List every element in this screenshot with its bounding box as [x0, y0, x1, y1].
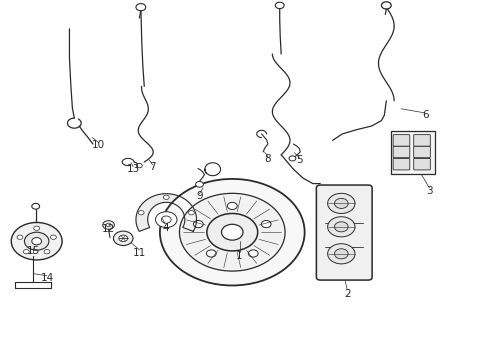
Circle shape [193, 220, 203, 228]
Circle shape [11, 222, 62, 260]
Circle shape [396, 149, 405, 155]
Circle shape [334, 222, 347, 232]
Circle shape [113, 231, 133, 246]
FancyBboxPatch shape [392, 135, 409, 146]
Text: 6: 6 [421, 110, 428, 120]
Circle shape [163, 195, 169, 199]
Circle shape [206, 250, 216, 257]
Circle shape [288, 156, 295, 161]
Circle shape [327, 217, 354, 237]
Circle shape [161, 216, 171, 223]
Circle shape [396, 137, 405, 144]
Text: 2: 2 [343, 289, 350, 300]
Circle shape [34, 226, 40, 230]
Circle shape [106, 223, 111, 227]
Text: 13: 13 [126, 164, 140, 174]
Text: 9: 9 [196, 191, 203, 201]
Circle shape [206, 213, 257, 251]
Circle shape [102, 221, 114, 229]
Circle shape [179, 193, 285, 271]
FancyBboxPatch shape [392, 158, 409, 170]
Polygon shape [136, 194, 196, 231]
Circle shape [195, 181, 203, 187]
FancyBboxPatch shape [413, 135, 429, 146]
Text: 8: 8 [264, 154, 271, 164]
Circle shape [188, 211, 194, 215]
Circle shape [23, 249, 29, 254]
Circle shape [227, 202, 237, 210]
Circle shape [334, 198, 347, 208]
Text: 12: 12 [102, 224, 115, 234]
Circle shape [32, 203, 40, 209]
Circle shape [396, 161, 405, 167]
Circle shape [327, 244, 354, 264]
Circle shape [17, 235, 23, 239]
Circle shape [32, 238, 41, 245]
Circle shape [417, 137, 426, 144]
Circle shape [327, 193, 354, 213]
Circle shape [381, 2, 390, 9]
Circle shape [261, 220, 270, 228]
FancyBboxPatch shape [413, 158, 429, 170]
Circle shape [275, 2, 284, 9]
Text: 3: 3 [425, 186, 432, 196]
Text: 10: 10 [92, 140, 105, 150]
Circle shape [417, 161, 426, 167]
Circle shape [138, 211, 144, 215]
Circle shape [160, 179, 304, 285]
Text: 14: 14 [40, 273, 54, 283]
Text: 4: 4 [162, 222, 168, 233]
Text: 1: 1 [236, 251, 243, 261]
Circle shape [136, 4, 145, 11]
Circle shape [50, 235, 56, 239]
Circle shape [155, 212, 177, 228]
FancyBboxPatch shape [316, 185, 371, 280]
Circle shape [24, 232, 49, 250]
Text: 15: 15 [26, 246, 40, 256]
Circle shape [119, 235, 127, 242]
Text: 5: 5 [295, 155, 302, 165]
Circle shape [334, 249, 347, 259]
Text: 7: 7 [149, 162, 156, 172]
Bar [390, 131, 434, 174]
Circle shape [221, 224, 243, 240]
Circle shape [248, 250, 258, 257]
Circle shape [136, 163, 142, 168]
Circle shape [417, 149, 426, 155]
FancyBboxPatch shape [392, 146, 409, 158]
Text: 11: 11 [132, 248, 146, 258]
Circle shape [44, 249, 50, 254]
FancyBboxPatch shape [413, 146, 429, 158]
